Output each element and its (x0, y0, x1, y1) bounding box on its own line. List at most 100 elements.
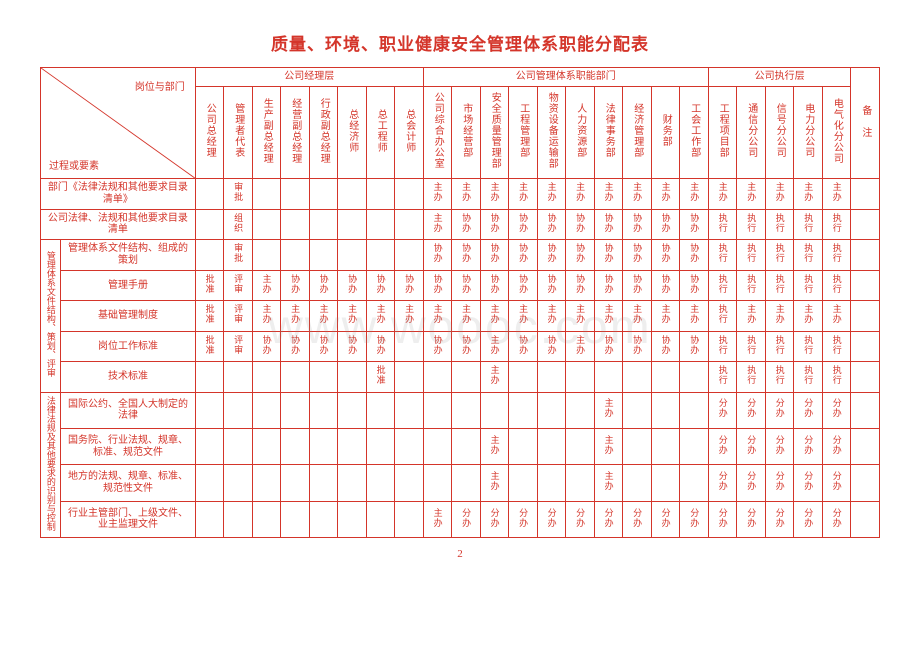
cell: 协办 (623, 240, 652, 271)
cell: 协办 (509, 240, 538, 271)
cell: 分办 (794, 392, 823, 428)
dept-header: 电气化分公司 (822, 87, 851, 179)
cell: 协办 (338, 270, 367, 301)
cell: 评审 (224, 331, 253, 362)
cell: 分办 (765, 392, 794, 428)
cell: 分办 (794, 465, 823, 501)
cell: 协办 (680, 240, 709, 271)
cell: 分办 (822, 392, 851, 428)
table-row: 部门《法律法规和其他要求目录清单》审批主办主办主办主办主办主办主办主办主办主办主… (41, 179, 880, 210)
cell (395, 465, 424, 501)
table-row: 管理手册批准评审主办协办协办协办协办协办协办协办协办协办协办协办协办协办协办协办… (41, 270, 880, 301)
cell: 主办 (480, 428, 509, 464)
cell: 协办 (423, 240, 452, 271)
cell (252, 465, 281, 501)
cell: 主办 (651, 179, 680, 210)
cell: 主办 (452, 301, 481, 332)
cell: 分办 (737, 501, 766, 537)
cell (509, 362, 538, 393)
dept-header: 公司综合办公室 (423, 87, 452, 179)
cell: 执行 (822, 209, 851, 240)
cell: 执行 (765, 362, 794, 393)
cell: 协办 (623, 331, 652, 362)
dept-header: 总经济师 (338, 87, 367, 179)
corner-top-label: 岗位与部门 (135, 82, 185, 94)
cell: 主办 (623, 179, 652, 210)
cell: 执行 (822, 270, 851, 301)
cell: 协办 (366, 331, 395, 362)
cell (851, 301, 880, 332)
cell (509, 465, 538, 501)
cell: 协办 (594, 270, 623, 301)
cell (338, 209, 367, 240)
dept-header: 人力资源部 (566, 87, 595, 179)
cell: 主办 (680, 179, 709, 210)
cell (338, 362, 367, 393)
cell: 协办 (281, 270, 310, 301)
group-header-3: 公司执行层 (708, 68, 851, 87)
cell (281, 209, 310, 240)
cell: 执行 (822, 240, 851, 271)
cell (281, 428, 310, 464)
cell: 主办 (594, 428, 623, 464)
header-row-1: 岗位与部门 过程或要素 公司经理层 公司管理体系职能部门 公司执行层 备 注 (41, 68, 880, 87)
cell (252, 209, 281, 240)
cell (309, 362, 338, 393)
cell: 执行 (822, 362, 851, 393)
page-number: 2 (40, 548, 880, 560)
row-label: 基础管理制度 (61, 301, 195, 332)
cell: 主办 (765, 179, 794, 210)
cell: 主办 (566, 301, 595, 332)
row-label: 管理手册 (61, 270, 195, 301)
cell: 分办 (765, 428, 794, 464)
cell (224, 362, 253, 393)
cell: 主办 (822, 301, 851, 332)
cell: 主办 (423, 179, 452, 210)
cell (366, 240, 395, 271)
cell: 协办 (594, 331, 623, 362)
cell: 分办 (651, 501, 680, 537)
cell: 协办 (395, 270, 424, 301)
cell (851, 428, 880, 464)
dept-header: 行政副总经理 (309, 87, 338, 179)
cell (309, 465, 338, 501)
table-row: 岗位工作标准批准评审协办协办协办协办协办协办协办主办协办协办主办协办协办协办协办… (41, 331, 880, 362)
cell: 协办 (309, 331, 338, 362)
cell (851, 209, 880, 240)
cell (338, 179, 367, 210)
cell (395, 209, 424, 240)
corner-bottom-label: 过程或要素 (49, 161, 99, 173)
cell: 分办 (794, 501, 823, 537)
dept-header: 生产副总经理 (252, 87, 281, 179)
cell: 分办 (537, 501, 566, 537)
cell: 主办 (509, 179, 538, 210)
dept-header: 工会工作部 (680, 87, 709, 179)
dept-header: 管理者代表 (224, 87, 253, 179)
cell: 执行 (794, 209, 823, 240)
cell: 主办 (822, 179, 851, 210)
cell: 主办 (395, 301, 424, 332)
cell (680, 465, 709, 501)
cell: 分办 (708, 501, 737, 537)
cell (366, 179, 395, 210)
cell (195, 465, 224, 501)
cell: 分办 (708, 465, 737, 501)
cell (509, 428, 538, 464)
cell: 主办 (594, 465, 623, 501)
dept-header: 经济管理部 (623, 87, 652, 179)
cell (309, 179, 338, 210)
cell: 主办 (309, 301, 338, 332)
cell: 协办 (651, 270, 680, 301)
cell: 协办 (651, 209, 680, 240)
cell: 批准 (195, 270, 224, 301)
cell (851, 331, 880, 362)
cell: 执行 (708, 362, 737, 393)
cell (224, 465, 253, 501)
cell: 协办 (423, 331, 452, 362)
cell (623, 465, 652, 501)
cell (338, 392, 367, 428)
cell: 批准 (366, 362, 395, 393)
cell: 协办 (594, 209, 623, 240)
cell: 主办 (423, 501, 452, 537)
cell: 主办 (566, 179, 595, 210)
